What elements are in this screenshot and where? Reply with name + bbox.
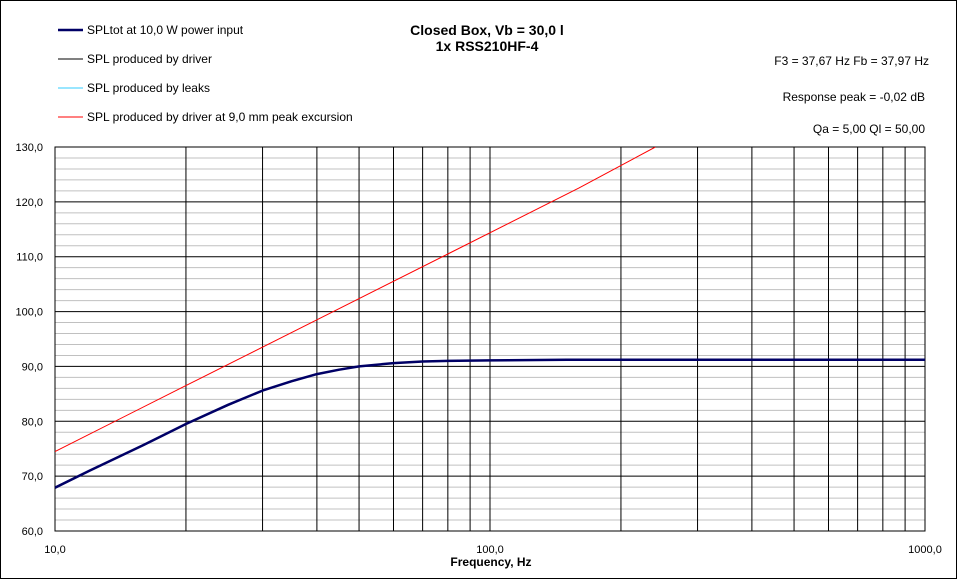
info-f3-fb: F3 = 37,67 Hz Fb = 37,97 Hz [774,54,929,68]
y-tick-label: 100,0 [15,307,43,319]
chart-title: Closed Box, Vb = 30,0 l [410,22,564,38]
legend-label-3: SPL produced by driver at 9,0 mm peak ex… [87,110,353,124]
plot-area: 60,0 70,0 80,0 90,0 100,0 110,0 120,0 130,0 10,0… [15,142,941,556]
y-tick-label: 120,0 [15,197,43,209]
plot-border [54,146,926,532]
y-tick-label: 60,0 [22,526,43,538]
y-tick-label: 70,0 [22,471,43,483]
x-tick-label: 10,0 [44,544,65,556]
y-tick-label: 110,0 [16,252,43,264]
x-tick-label: 100,0 [476,544,504,556]
info-response-peak: Response peak = -0,02 dB [783,90,925,104]
series-line-3 [55,147,656,452]
y-tick-label: 80,0 [22,416,43,428]
chart-subtitle: 1x RSS210HF-4 [436,38,539,54]
legend-label-1: SPL produced by driver [87,52,212,66]
legend-label-0: SPLtot at 10,0 W power input [87,23,244,37]
legend-label-2: SPL produced by leaks [87,81,210,95]
info-qa-ql: Qa = 5,00 Ql = 50,00 [813,122,925,136]
legend: SPLtot at 10,0 W power input SPL produced… [58,23,353,124]
x-tick-label: 1000,0 [908,544,942,556]
y-tick-label: 90,0 [22,361,43,373]
x-axis-label: Frequency, Hz [450,555,531,569]
series-line-0 [55,358,925,489]
y-tick-label: 130,0 [15,142,43,154]
